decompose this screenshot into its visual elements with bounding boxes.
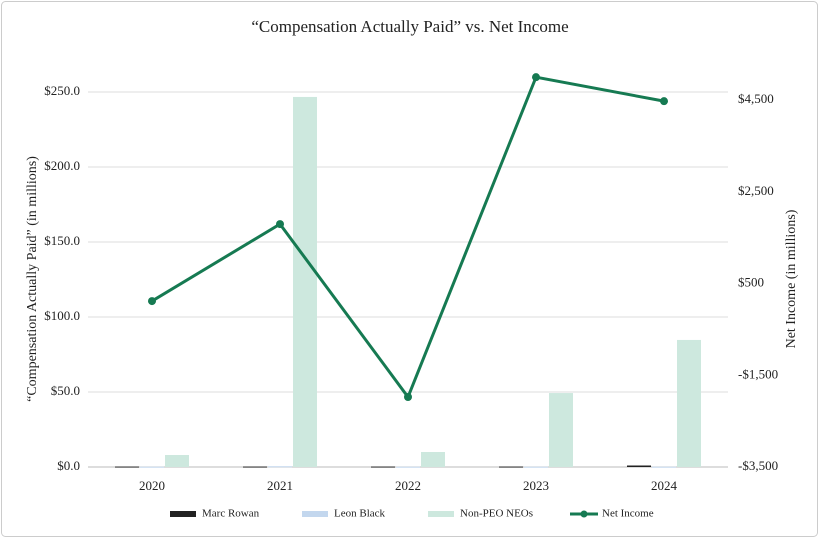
y-tick-label: $200.0 (44, 158, 80, 173)
y-tick-label: $50.0 (51, 383, 80, 398)
y2-axis-label: Net Income (in millions) (784, 209, 799, 348)
x-tick-label: 2021 (267, 478, 293, 493)
bar (371, 466, 395, 468)
y-axis-label: “Compensation Actually Paid” (in million… (25, 156, 40, 402)
legend-swatch (580, 510, 588, 518)
bar (652, 466, 676, 468)
x-tick-label: 2024 (651, 478, 678, 493)
y2-tick-label: -$3,500 (738, 458, 778, 473)
chart-title: “Compensation Actually Paid” vs. Net Inc… (251, 17, 568, 36)
bar (293, 96, 317, 467)
line-point (532, 73, 540, 82)
bar (243, 466, 267, 468)
bar (499, 466, 523, 468)
x-tick-label: 2020 (139, 478, 165, 493)
y-tick-label: $100.0 (44, 308, 80, 323)
legend-label: Marc Rowan (202, 508, 260, 520)
bar (396, 466, 420, 468)
line-point (404, 393, 412, 402)
bar (115, 466, 139, 468)
bar (524, 466, 548, 468)
x-tick-label: 2022 (395, 478, 421, 493)
bar (677, 339, 701, 467)
bar (421, 452, 445, 467)
legend-label: Non-PEO NEOs (460, 508, 533, 520)
legend-label: Net Income (602, 508, 654, 520)
line-point (660, 97, 668, 106)
y-tick-label: $0.0 (57, 458, 80, 473)
line-point (148, 297, 156, 306)
y2-tick-label: $2,500 (738, 183, 774, 198)
legend-swatch (302, 511, 328, 517)
y-tick-label: $250.0 (44, 83, 80, 98)
line-point (276, 220, 284, 229)
y2-tick-label: $4,500 (738, 91, 774, 106)
bar (165, 455, 189, 467)
y2-tick-label: $500 (738, 275, 764, 290)
x-tick-label: 2023 (523, 478, 549, 493)
legend-swatch (170, 511, 196, 517)
legend-label: Leon Black (334, 508, 386, 520)
bar (268, 466, 292, 468)
y-tick-label: $150.0 (44, 233, 80, 248)
bar (140, 466, 164, 468)
legend-swatch (428, 511, 454, 517)
y2-tick-label: -$1,500 (738, 366, 778, 381)
bar (627, 465, 651, 467)
bar (549, 393, 573, 467)
